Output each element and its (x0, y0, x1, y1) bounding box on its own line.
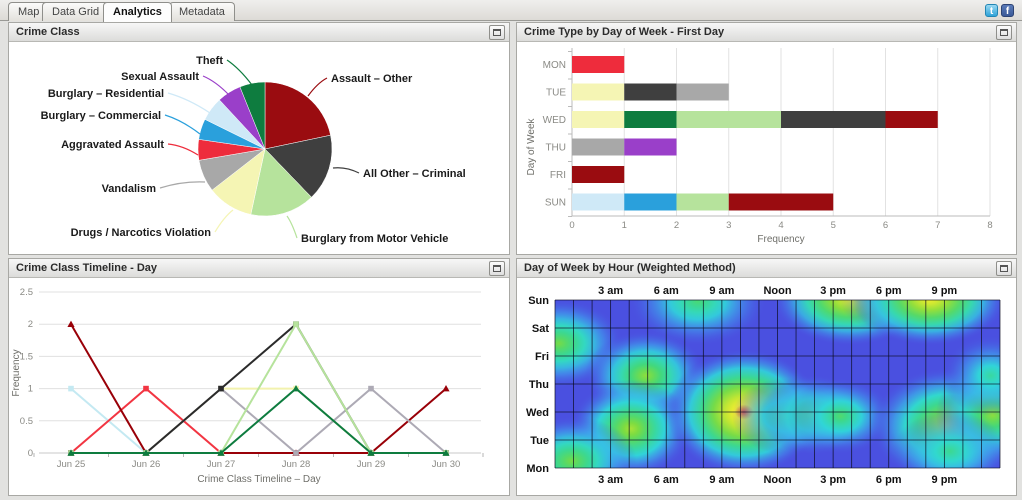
svg-text:8: 8 (987, 220, 992, 231)
svg-text:TUE: TUE (546, 88, 566, 99)
svg-text:Fri: Fri (535, 351, 549, 363)
tab-analytics[interactable]: Analytics (103, 2, 172, 22)
svg-text:MON: MON (543, 60, 566, 71)
svg-text:6 pm: 6 pm (876, 285, 902, 297)
collapse-panel-button[interactable] (489, 24, 505, 40)
svg-text:9 am: 9 am (709, 474, 734, 486)
svg-text:Tue: Tue (530, 435, 549, 447)
panel-crime-type-by-day: Crime Type by Day of Week - First Day 0 1… (516, 22, 1017, 255)
tab-metadata[interactable]: Metadata (169, 2, 235, 21)
svg-text:Day of Week: Day of Week (526, 117, 537, 175)
svg-text:2.5: 2.5 (20, 287, 33, 298)
panel-title: Crime Class Timeline - Day (16, 262, 158, 274)
svg-text:7: 7 (935, 220, 940, 231)
day-hour-heatmap: Sun Sat Fri Thu Wed Tue Mon 3 am 3 am 6 am 6 am 9 a… (526, 285, 1001, 486)
svg-text:1: 1 (28, 384, 33, 395)
svg-text:Mon: Mon (526, 463, 549, 475)
svg-text:Jun 27: Jun 27 (207, 459, 236, 470)
svg-text:Assault – Other: Assault – Other (331, 73, 413, 85)
svg-text:Noon: Noon (763, 474, 791, 486)
svg-text:Theft: Theft (196, 55, 223, 67)
svg-text:Noon: Noon (763, 285, 791, 297)
svg-text:3 pm: 3 pm (820, 285, 846, 297)
collapse-panel-button[interactable] (996, 260, 1012, 276)
svg-text:6: 6 (883, 220, 888, 231)
crime-class-pie-chart: Assault – Other All Other – Criminal Burgl… (41, 55, 466, 245)
panel-header: Crime Class Timeline - Day (9, 259, 509, 278)
collapse-panel-button[interactable] (489, 260, 505, 276)
svg-text:6 am: 6 am (654, 285, 679, 297)
svg-text:Burglary – Residential: Burglary – Residential (48, 88, 164, 100)
svg-text:2: 2 (674, 220, 679, 231)
svg-text:0: 0 (28, 448, 33, 459)
svg-text:Frequency: Frequency (757, 234, 804, 245)
svg-text:4: 4 (778, 220, 783, 231)
panel-day-by-hour: Day of Week by Hour (Weighted Method) Su… (516, 258, 1017, 496)
svg-text:Jun 28: Jun 28 (282, 459, 311, 470)
svg-text:1.5: 1.5 (20, 351, 33, 362)
svg-text:WED: WED (543, 115, 566, 126)
svg-text:3 am: 3 am (598, 474, 623, 486)
panel-title: Crime Class (16, 26, 80, 38)
svg-text:Jun 30: Jun 30 (432, 459, 461, 470)
twitter-icon[interactable]: t (985, 4, 998, 17)
panel-crime-class: Crime Class Assault – Other All Other – C… (8, 22, 510, 255)
svg-text:3 pm: 3 pm (820, 474, 846, 486)
svg-text:Aggravated Assault: Aggravated Assault (61, 139, 164, 151)
svg-text:Vandalism: Vandalism (102, 183, 157, 195)
svg-text:9 pm: 9 pm (932, 474, 958, 486)
svg-text:SUN: SUN (545, 198, 566, 209)
crime-timeline-line-chart: 0 0.5 1 1.5 2 2.5 Jun 25 Jun 26 Jun 27 Jun 28 Jun … (11, 287, 484, 485)
svg-text:Burglary from Motor Vehicle: Burglary from Motor Vehicle (301, 233, 448, 245)
panel-title: Crime Type by Day of Week - First Day (524, 26, 725, 38)
svg-text:THU: THU (545, 143, 566, 154)
svg-text:Jun 29: Jun 29 (357, 459, 386, 470)
svg-text:Sat: Sat (532, 323, 549, 335)
svg-text:6 pm: 6 pm (876, 474, 902, 486)
collapse-panel-button[interactable] (996, 24, 1012, 40)
svg-text:Crime Class Timeline – Day: Crime Class Timeline – Day (197, 474, 320, 485)
svg-text:Jun 26: Jun 26 (132, 459, 161, 470)
svg-text:6 am: 6 am (654, 474, 679, 486)
panel-title: Day of Week by Hour (Weighted Method) (524, 262, 736, 274)
svg-text:Frequency: Frequency (11, 349, 22, 396)
social-links: t f (985, 4, 1014, 17)
panel-crime-timeline: Crime Class Timeline - Day 0 0.5 1 1.5 2 2.5 J… (8, 258, 510, 496)
svg-text:5: 5 (831, 220, 836, 231)
svg-text:Burglary – Commercial: Burglary – Commercial (41, 110, 161, 122)
svg-text:Sun: Sun (528, 295, 549, 307)
tab-data-grid[interactable]: Data Grid (42, 2, 110, 21)
svg-text:0: 0 (569, 220, 574, 231)
svg-text:Sexual Assault: Sexual Assault (121, 71, 199, 83)
panel-header: Crime Class (9, 23, 509, 42)
svg-text:3 am: 3 am (598, 285, 623, 297)
svg-text:2: 2 (28, 319, 33, 330)
svg-text:Thu: Thu (529, 379, 549, 391)
tab-bar: Map Data Grid Analytics Metadata t f (0, 0, 1022, 22)
crime-type-bar-chart: 0 1 2 3 4 5 6 7 8 MON TUE WED THU FRI SUN Frequency Day … (526, 48, 993, 245)
panel-header: Day of Week by Hour (Weighted Method) (517, 259, 1016, 278)
svg-text:1: 1 (622, 220, 627, 231)
svg-text:9 pm: 9 pm (932, 285, 958, 297)
svg-text:0.5: 0.5 (20, 416, 33, 427)
svg-text:9 am: 9 am (709, 285, 734, 297)
svg-text:FRI: FRI (550, 170, 566, 181)
svg-text:3: 3 (726, 220, 731, 231)
svg-text:Drugs / Narcotics Violation: Drugs / Narcotics Violation (71, 227, 212, 239)
svg-text:Jun 25: Jun 25 (57, 459, 86, 470)
panel-header: Crime Type by Day of Week - First Day (517, 23, 1016, 42)
facebook-icon[interactable]: f (1001, 4, 1014, 17)
svg-text:All Other – Criminal: All Other – Criminal (363, 168, 466, 180)
svg-text:Wed: Wed (526, 407, 549, 419)
